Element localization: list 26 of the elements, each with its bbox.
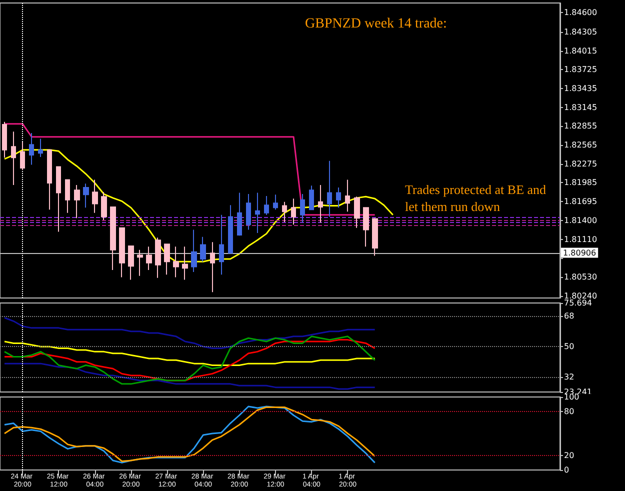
y-tick-label: 1.83435 — [564, 84, 598, 93]
y-tick-label: 1.81985 — [564, 178, 598, 188]
y-tick-label: 1.83725 — [564, 65, 598, 74]
y-tick-label: 50 — [564, 342, 574, 352]
y-tick-label: 1.81110 — [564, 235, 598, 244]
y-tick-label: 80 — [564, 407, 574, 416]
y-tick-label: 0 — [564, 466, 570, 474]
y-tick-label: 1.83145 — [564, 102, 598, 112]
text: GBPNZD week 14 trade: — [305, 16, 447, 32]
y-tick-label: 20 — [564, 450, 574, 460]
y-tick-label: 1.81695 — [564, 197, 598, 206]
ref-line-label: 1.80906 — [563, 248, 596, 258]
y-tick-label: 100 — [564, 392, 580, 402]
y-tick-label: 1.80240 — [564, 292, 598, 301]
y-tick-label: 1.82855 — [564, 122, 598, 131]
y-tick-label: 1.80530 — [564, 272, 598, 282]
y-tick-label: 68 — [564, 312, 574, 321]
y-tick-label: 1.84305 — [564, 27, 598, 36]
y-tick-label: 75.694 — [564, 298, 592, 308]
annotation: Trades protected at BE and let them run down — [405, 182, 550, 214]
y-tick-label: 1.81400 — [564, 216, 598, 226]
y-tick-label: 1.82275 — [564, 159, 598, 168]
y-tick-label: 1.84015 — [564, 46, 598, 56]
y-tick-label: 1.84600 — [564, 8, 598, 18]
y-tick-label: 32 — [564, 372, 574, 382]
y-tick-label: 1.82565 — [564, 140, 598, 150]
